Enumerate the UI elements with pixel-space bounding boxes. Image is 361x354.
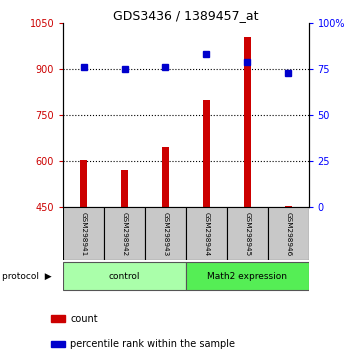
Bar [51, 315, 65, 322]
Bar [268, 207, 309, 260]
Bar [51, 341, 65, 347]
Bar [284, 206, 292, 207]
Bar [80, 160, 87, 207]
Bar [162, 147, 169, 207]
Bar [121, 170, 128, 207]
Text: percentile rank within the sample: percentile rank within the sample [70, 339, 235, 349]
Text: GSM298941: GSM298941 [81, 211, 87, 256]
Text: control: control [109, 272, 140, 281]
Text: protocol  ▶: protocol ▶ [2, 272, 51, 281]
Bar [104, 207, 145, 260]
Text: GSM298944: GSM298944 [203, 211, 209, 256]
Bar [63, 207, 104, 260]
Bar [244, 37, 251, 207]
Text: GSM298946: GSM298946 [285, 211, 291, 256]
Bar [227, 207, 268, 260]
Bar [145, 207, 186, 260]
Bar [186, 207, 227, 260]
Text: GSM298945: GSM298945 [244, 211, 250, 256]
Text: GSM298943: GSM298943 [162, 211, 169, 256]
Title: GDS3436 / 1389457_at: GDS3436 / 1389457_at [113, 9, 259, 22]
Bar [186, 262, 309, 290]
Bar [63, 262, 186, 290]
Bar [203, 100, 210, 207]
Text: Math2 expression: Math2 expression [207, 272, 287, 281]
Text: GSM298942: GSM298942 [122, 211, 127, 256]
Text: count: count [70, 314, 98, 324]
